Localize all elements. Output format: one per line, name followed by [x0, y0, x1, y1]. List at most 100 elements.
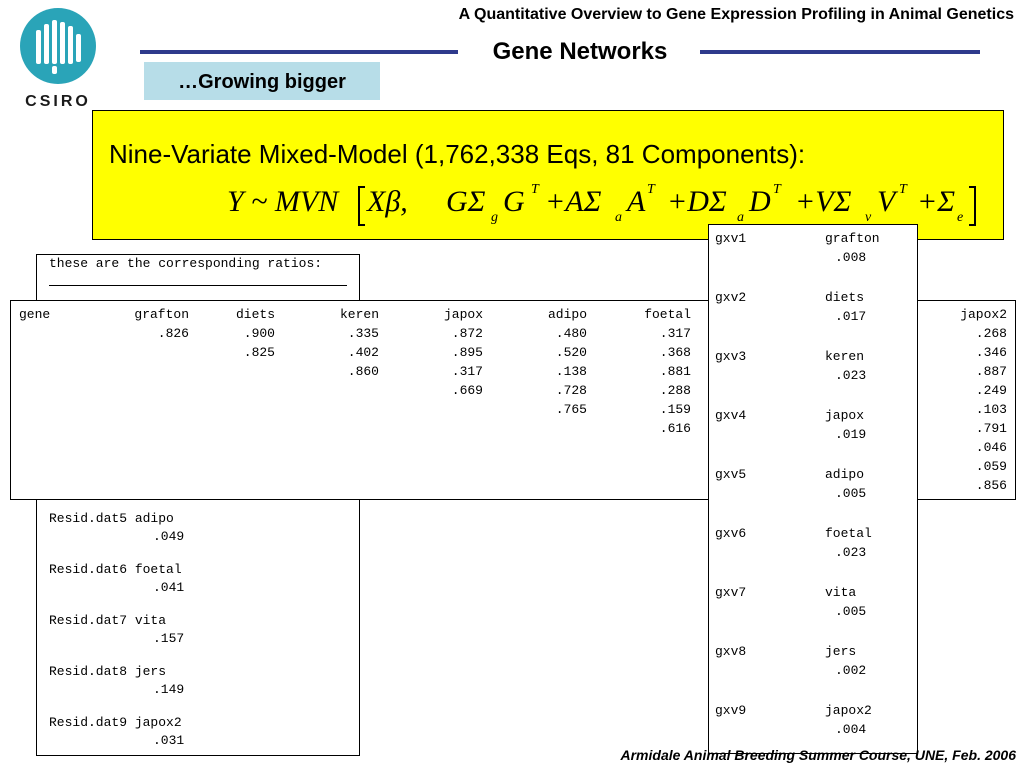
- formula-v-mat: V: [877, 185, 899, 218]
- table-cell: .900: [243, 326, 275, 341]
- resid-label: Resid.dat8 jers: [49, 664, 167, 679]
- table-cell: .317: [659, 326, 691, 341]
- table-header-keren: keren: [339, 307, 379, 322]
- formula-a-term: +AΣ: [545, 185, 602, 218]
- table-cell: .728: [555, 383, 587, 398]
- model-box: Nine-Variate Mixed-Model (1,762,338 Eqs,…: [92, 110, 1004, 240]
- gxv-trait: jers: [825, 644, 857, 659]
- table-extra-cell: .791: [975, 421, 1007, 436]
- gxv-value: .008: [835, 250, 867, 265]
- formula-a-sub: a: [615, 210, 622, 225]
- gxv-trait: diets: [825, 290, 865, 305]
- csiro-logo: CSIRO: [12, 6, 104, 110]
- gxv-id: gxv2: [715, 290, 747, 305]
- formula-bracket-right: [969, 186, 976, 226]
- ratio-heading: these are the corresponding ratios:: [49, 256, 323, 271]
- gxv-value: .019: [835, 427, 867, 442]
- resid-label: Resid.dat6 foetal: [49, 562, 182, 577]
- formula-a-sup: T: [647, 182, 656, 197]
- resid-label: Resid.dat7 vita: [49, 613, 167, 628]
- resid-value: .049: [153, 529, 185, 544]
- table-cell: .895: [451, 345, 483, 360]
- resid-value: .031: [153, 733, 185, 748]
- table-cell: .860: [347, 364, 379, 379]
- formula-v-sup: T: [899, 182, 908, 197]
- table-extra-header: japox2: [960, 307, 1007, 322]
- table-extra-cell: .249: [975, 383, 1007, 398]
- table-cell: .520: [555, 345, 587, 360]
- gxv-value: .023: [835, 545, 867, 560]
- table-extra-cell: .887: [975, 364, 1007, 379]
- formula-e-term: +Σ: [917, 185, 955, 218]
- resid-label: Resid.dat9 japox2: [49, 715, 182, 730]
- resid-value: .157: [153, 631, 185, 646]
- table-cell: .335: [347, 326, 379, 341]
- table-cell: .826: [157, 326, 189, 341]
- table-cell: .138: [555, 364, 587, 379]
- logo-text: CSIRO: [25, 93, 91, 110]
- table-cell: .368: [659, 345, 691, 360]
- formula-g-mat: G: [503, 185, 525, 218]
- gxv-trait: japox2: [825, 703, 872, 718]
- gxv-trait: vita: [825, 585, 857, 600]
- model-formula: Y ~ MVN Xβ, GΣ g G T +AΣ a A T +DΣ a D T…: [227, 182, 976, 226]
- title-rule-left: [140, 50, 458, 54]
- gxv-id: gxv5: [715, 467, 747, 482]
- formula-e-sub: e: [957, 210, 963, 225]
- formula-d-term: +DΣ: [667, 185, 727, 218]
- formula-a-mat: A: [625, 185, 646, 218]
- table-header-foetal: foetal: [644, 307, 691, 322]
- gxv-value: .017: [835, 309, 867, 324]
- course-title: A Quantitative Overview to Gene Expressi…: [458, 6, 1014, 23]
- formula-fixed: Xβ,: [366, 185, 408, 218]
- gxv-value: .005: [835, 486, 867, 501]
- gxv-id: gxv8: [715, 644, 747, 659]
- table-cell: .872: [451, 326, 483, 341]
- gxv-trait: japox: [825, 408, 865, 423]
- table-extra-cell: .046: [975, 440, 1007, 455]
- table-extra-cell: .268: [975, 326, 1007, 341]
- table-header-adipo: adipo: [547, 307, 587, 322]
- resid-value: .149: [153, 682, 185, 697]
- gxv-id: gxv1: [715, 231, 747, 246]
- table-extra-cell: .856: [975, 478, 1007, 493]
- table-header-japox: japox: [443, 307, 483, 322]
- footer: Armidale Animal Breeding Summer Course, …: [620, 747, 1017, 763]
- formula-g-sup: T: [531, 182, 540, 197]
- csiro-logo-icon: CSIRO: [20, 8, 96, 110]
- gxv-id: gxv7: [715, 585, 747, 600]
- formula-g-sub: g: [491, 210, 498, 225]
- title-rule-right: [700, 50, 980, 54]
- table-extra-cell: .059: [975, 459, 1007, 474]
- table-header-gene: gene: [19, 307, 51, 322]
- formula-bracket-left: [358, 186, 365, 226]
- table-extra-cell: .346: [975, 345, 1007, 360]
- table-header-grafton: grafton: [134, 307, 189, 322]
- table-extra-cell: .103: [975, 402, 1007, 417]
- model-caption: Nine-Variate Mixed-Model (1,762,338 Eqs,…: [109, 139, 806, 169]
- table-cell: .402: [347, 345, 379, 360]
- gxv-value: .005: [835, 604, 867, 619]
- table-cell: .669: [451, 383, 483, 398]
- gxv-value: .004: [835, 722, 867, 737]
- table-cell: .480: [555, 326, 587, 341]
- gxv-id: gxv3: [715, 349, 747, 364]
- formula-v-term: +VΣ: [795, 185, 852, 218]
- gxv-id: gxv6: [715, 526, 747, 541]
- formula-d-sub: a: [737, 210, 744, 225]
- ratio-divider: [49, 285, 347, 286]
- gxv-panel: gxv1 grafton .008 gxv2 diets .017 gxv3 keren .02…: [708, 224, 918, 754]
- gxv-value: .023: [835, 368, 867, 383]
- gxv-trait: foetal: [825, 526, 872, 541]
- table-cell: .616: [659, 421, 691, 436]
- formula-d-sup: T: [773, 182, 782, 197]
- gxv-value: .002: [835, 663, 867, 678]
- table-cell: .881: [659, 364, 691, 379]
- table-cell: .765: [555, 402, 587, 417]
- formula-d-mat: D: [748, 185, 771, 218]
- formula-lhs: Y ~ MVN: [227, 185, 340, 218]
- slide-title: Gene Networks: [492, 38, 668, 65]
- formula-g-term: GΣ: [446, 185, 486, 218]
- table-cell: .159: [659, 402, 691, 417]
- slide-subtitle: …Growing bigger: [144, 62, 380, 100]
